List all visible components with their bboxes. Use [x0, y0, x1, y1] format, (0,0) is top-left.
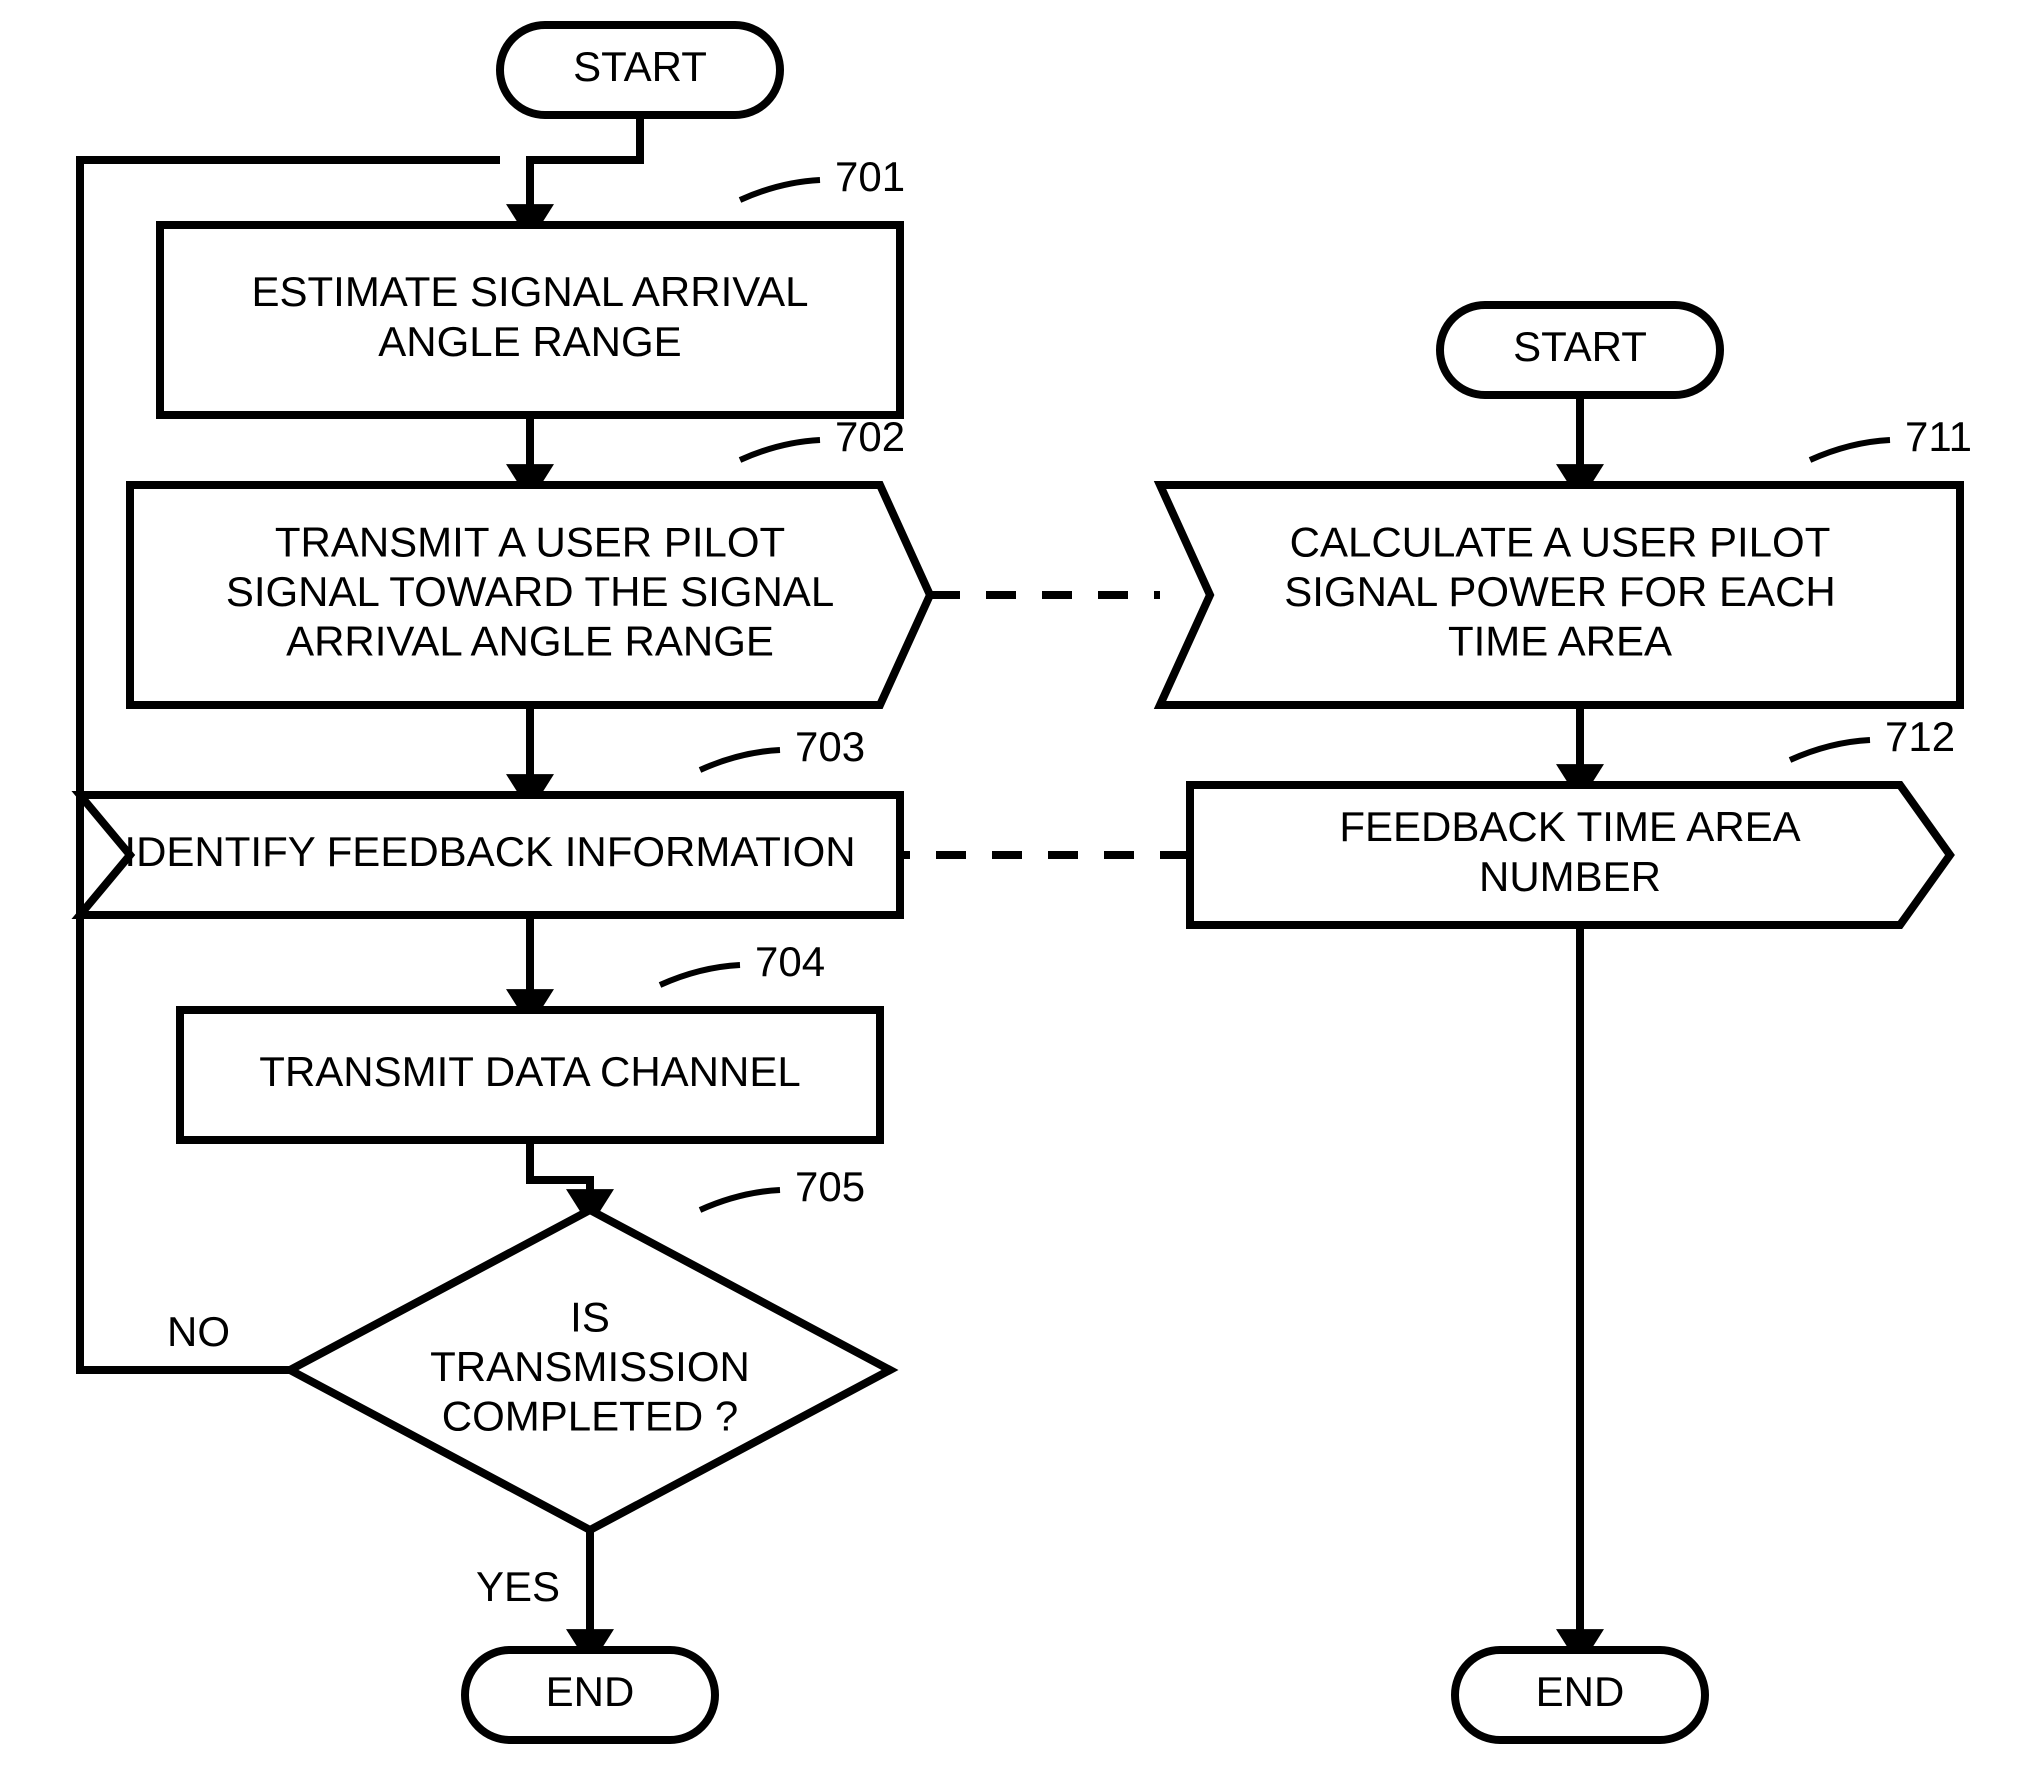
ref-l703: 703 — [795, 723, 865, 770]
leader-l711 — [1810, 440, 1890, 460]
ref-l701: 701 — [835, 153, 905, 200]
leader-l702 — [740, 440, 820, 460]
ref-l702: 702 — [835, 413, 905, 460]
leader-l705 — [700, 1190, 780, 1210]
ref-l705: 705 — [795, 1163, 865, 1210]
node-end_left-text: END — [546, 1668, 635, 1715]
leader-l701 — [740, 180, 820, 200]
node-n704-text: TRANSMIT DATA CHANNEL — [259, 1048, 800, 1095]
branch-no: NO — [167, 1308, 230, 1355]
branch-yes: YES — [476, 1563, 560, 1610]
edge-e_704_705 — [530, 1140, 590, 1210]
leader-l703 — [700, 750, 780, 770]
leader-l704 — [660, 965, 740, 985]
node-start_right-text: START — [1513, 323, 1647, 370]
node-n703-text: IDENTIFY FEEDBACK INFORMATION — [124, 828, 855, 875]
node-start_left-text: START — [573, 43, 707, 90]
leader-l712 — [1790, 740, 1870, 760]
edge-e_startL_701 — [530, 115, 640, 225]
ref-l711: 711 — [1905, 413, 1972, 460]
node-end_right-text: END — [1536, 1668, 1625, 1715]
ref-l704: 704 — [755, 938, 825, 985]
node-n702-text: TRANSMIT A USER PILOTSIGNAL TOWARD THE S… — [226, 519, 834, 665]
ref-l712: 712 — [1885, 713, 1955, 760]
